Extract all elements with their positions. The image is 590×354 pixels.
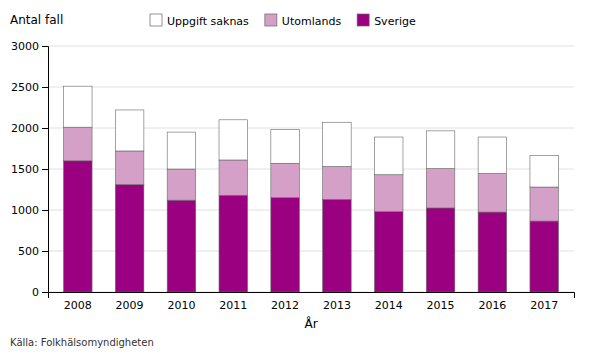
y-tick-label: 2500: [11, 81, 39, 94]
legend: Uppgift saknas Utomlands Sverige: [150, 14, 416, 28]
y-tick-label: 0: [32, 286, 39, 299]
x-axis-title: År: [304, 316, 317, 331]
bar: [374, 175, 403, 212]
x-tick: 2010: [167, 299, 195, 312]
bar: [478, 174, 507, 213]
x-tick-label: 2009: [116, 299, 144, 312]
y-tick-mark: [42, 292, 48, 293]
y-tick-mark: [42, 128, 48, 129]
bar: [219, 120, 248, 160]
y-tick-label: 3000: [11, 40, 39, 53]
x-tick: 2012: [271, 299, 299, 312]
legend-item: Sverige: [357, 14, 416, 28]
bar: [64, 86, 93, 127]
x-tick-label: 2016: [478, 299, 506, 312]
bar: [530, 187, 559, 221]
bar: [426, 131, 455, 169]
bar: [426, 208, 455, 292]
x-tick: 2013: [323, 299, 351, 312]
bar: [323, 167, 352, 200]
x-tick-label: 2015: [427, 299, 455, 312]
chart: 0 500 1000 1500 2000 2500 3000 2008 2009 2010 2011…: [0, 0, 590, 354]
y-tick: 2000: [11, 122, 48, 135]
bar: [115, 185, 144, 292]
legend-swatch: [357, 14, 369, 26]
bars: [64, 86, 559, 292]
legend-label: Uppgift saknas: [167, 15, 249, 28]
x-axis-line: [49, 293, 575, 299]
bar: [64, 127, 93, 161]
bar: [530, 155, 559, 187]
bar-series: [64, 86, 559, 187]
bar: [426, 169, 455, 208]
y-axis-title: Antal fall: [10, 13, 63, 27]
bar: [167, 169, 196, 200]
bar: [271, 163, 300, 197]
legend-item: Utomlands: [265, 14, 342, 28]
y-axis-line: [42, 47, 49, 293]
y-tick-label: 1500: [11, 163, 39, 176]
plot: 0 500 1000 1500 2000 2500 3000 2008 2009 2010 2011…: [11, 40, 575, 312]
x-tick: 2014: [375, 299, 403, 312]
bar: [374, 212, 403, 292]
legend-item: Uppgift saknas: [150, 14, 249, 28]
grid-line: [48, 87, 574, 88]
x-tick-label: 2010: [167, 299, 195, 312]
bar: [219, 160, 248, 195]
y-tick-mark: [42, 169, 48, 170]
y-tick: 1000: [11, 204, 48, 217]
bar: [478, 212, 507, 292]
annotation: Källa: Folkhälsomyndigheten: [10, 337, 154, 348]
x-tick-label: 2011: [219, 299, 247, 312]
bar: [374, 137, 403, 175]
grid-line: [48, 46, 574, 47]
bar: [167, 132, 196, 169]
x-axis: 2008 2009 2010 2011 2012 2013 2014 2015 2016 2017: [49, 293, 575, 312]
bar: [115, 151, 144, 185]
x-tick-label: 2014: [375, 299, 403, 312]
x-tick: 2008: [64, 299, 92, 312]
y-tick: 3000: [11, 40, 48, 53]
chart-container: 0 500 1000 1500 2000 2500 3000 2008 2009 2010 2011…: [0, 0, 590, 354]
bar: [530, 221, 559, 292]
legend-label: Utomlands: [282, 15, 342, 28]
legend-swatch: [150, 14, 162, 26]
bar: [64, 161, 93, 292]
bar: [323, 199, 352, 292]
grid: [48, 46, 574, 292]
bar: [323, 122, 352, 166]
legend-swatch: [265, 14, 277, 26]
x-tick-label: 2013: [323, 299, 351, 312]
x-tick: 2009: [116, 299, 144, 312]
bar: [167, 200, 196, 292]
x-tick: 2011: [219, 299, 247, 312]
x-tick-label: 2012: [271, 299, 299, 312]
y-tick-label: 1000: [11, 204, 39, 217]
x-tick-label: 2017: [530, 299, 558, 312]
bar: [271, 198, 300, 292]
bar: [478, 137, 507, 173]
legend-label: Sverige: [374, 15, 416, 28]
x-tick: 2016: [478, 299, 506, 312]
y-tick: 1500: [11, 163, 48, 176]
y-tick-mark: [42, 251, 48, 252]
bar: [115, 110, 144, 151]
y-tick: 0: [32, 286, 48, 299]
bar: [219, 195, 248, 292]
y-tick-label: 500: [18, 245, 39, 258]
x-tick-label: 2008: [64, 299, 92, 312]
x-tick: 2015: [427, 299, 455, 312]
y-axis: 0 500 1000 1500 2000 2500 3000: [11, 40, 49, 299]
y-tick: 2500: [11, 81, 48, 94]
x-tick: 2017: [530, 299, 558, 312]
y-tick-label: 2000: [11, 122, 39, 135]
y-tick-mark: [42, 87, 48, 88]
y-tick-mark: [42, 46, 48, 47]
bar: [271, 130, 300, 164]
y-tick: 500: [18, 245, 48, 258]
y-tick-mark: [42, 210, 48, 211]
